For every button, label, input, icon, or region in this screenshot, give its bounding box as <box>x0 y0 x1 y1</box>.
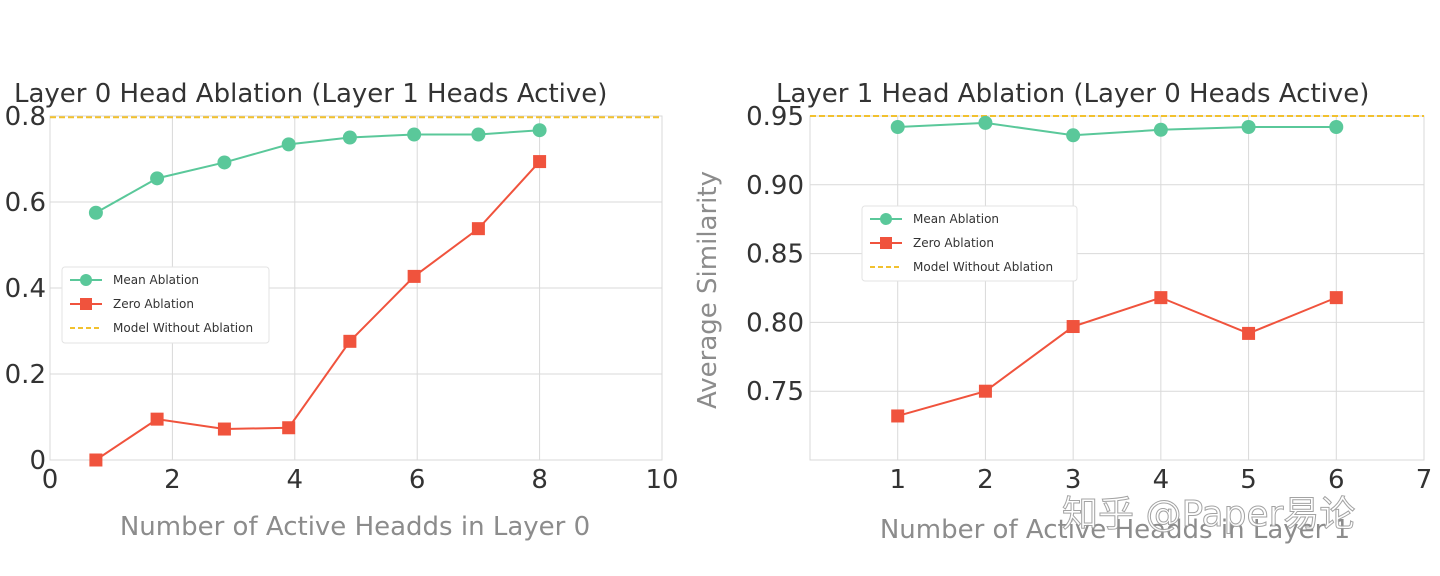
legend-swatch-circle <box>880 213 892 225</box>
mean-ablation-point <box>890 120 905 135</box>
mean-ablation-point <box>532 123 547 138</box>
grid <box>809 115 1425 461</box>
zero-ablation-point <box>282 421 296 435</box>
y-tick-label: 0.4 <box>5 274 46 304</box>
y-tick-label: 0.95 <box>746 102 804 132</box>
mean-ablation-point <box>1066 128 1081 143</box>
chart-layer0-head-ablation: Layer 0 Head Ablation (Layer 1 Heads Act… <box>5 79 679 542</box>
mean-ablation-point <box>1241 120 1256 135</box>
y-tick-label: 0.90 <box>746 171 804 201</box>
mean-ablation-point <box>1329 120 1344 135</box>
x-tick-label: 5 <box>1240 465 1257 495</box>
zero-ablation-point <box>1066 320 1080 334</box>
y-tick-label: 0.85 <box>746 240 804 270</box>
mean-ablation-point <box>88 205 103 220</box>
y-ticks: 0 0.2 0.4 0.6 0.8 <box>5 102 46 476</box>
legend-box <box>61 266 270 344</box>
chart-title: Layer 0 Head Ablation (Layer 1 Heads Act… <box>14 79 607 109</box>
x-tick-label: 7 <box>1416 465 1433 495</box>
watermark: 知乎 @Paper易论 <box>1062 494 1355 535</box>
legend: Mean Ablation Zero Ablation Model Without … <box>861 205 1078 282</box>
zero-ablation-point <box>891 409 905 423</box>
x-tick-label: 2 <box>977 465 994 495</box>
zero-ablation-point <box>978 384 992 398</box>
mean-ablation-point <box>407 127 422 142</box>
zero-ablation-point <box>533 155 547 169</box>
x-tick-label: 6 <box>409 465 426 495</box>
y-tick-label: 0.8 <box>5 102 46 132</box>
x-tick-label: 4 <box>287 465 304 495</box>
y-ticks: 0.75 0.80 0.85 0.90 0.95 <box>746 102 804 407</box>
mean-ablation-line <box>897 121 1337 137</box>
x-ticks: 0 2 4 6 8 10 <box>42 465 679 495</box>
zero-ablation-point <box>150 412 164 426</box>
mean-ablation-point <box>281 137 296 152</box>
grid <box>49 115 663 461</box>
y-tick-label: 0.75 <box>746 377 804 407</box>
zero-ablation-point <box>89 453 103 467</box>
zero-ablation-point <box>407 269 421 283</box>
mean-ablation-point <box>471 127 486 142</box>
zero-ablation-point <box>343 334 357 348</box>
mean-ablation-point <box>342 130 357 145</box>
plot-frame <box>809 115 1425 461</box>
y-tick-label: 0.80 <box>746 308 804 338</box>
mean-ablation-point <box>217 155 232 170</box>
y-tick-label: 0 <box>29 446 46 476</box>
mean-ablation-point <box>150 171 165 186</box>
legend-label: Zero Ablation <box>113 297 194 311</box>
legend-box <box>861 205 1078 282</box>
zero-ablation-point <box>1242 326 1256 340</box>
zero-ablation-line <box>897 296 1337 417</box>
y-tick-label: 0.2 <box>5 360 46 390</box>
series <box>88 123 547 467</box>
x-ticks: 1 2 3 4 5 6 7 <box>889 465 1432 495</box>
zero-ablation-point <box>1154 291 1168 305</box>
x-tick-label: 3 <box>1065 465 1082 495</box>
x-tick-label: 6 <box>1328 465 1345 495</box>
y-axis-label: Average Similarity <box>693 171 723 409</box>
x-tick-label: 4 <box>1153 465 1170 495</box>
zero-ablation-point <box>471 222 485 236</box>
x-axis-label: Number of Active Headds in Layer 1 <box>880 515 1350 545</box>
x-tick-label: 8 <box>531 465 548 495</box>
x-tick-label: 0 <box>42 465 59 495</box>
legend-label: Mean Ablation <box>913 212 999 226</box>
x-tick-label: 10 <box>645 465 678 495</box>
legend-label: Zero Ablation <box>913 236 994 250</box>
x-tick-label: 1 <box>889 465 906 495</box>
chart-layer1-head-ablation: Layer 1 Head Ablation (Layer 0 Heads Act… <box>693 79 1432 545</box>
legend: Mean Ablation Zero Ablation Model Without … <box>61 266 270 344</box>
zero-ablation-point <box>1329 291 1343 305</box>
legend-label: Mean Ablation <box>113 273 199 287</box>
x-tick-label: 2 <box>164 465 181 495</box>
mean-ablation-line <box>95 129 540 214</box>
legend-swatch-square <box>80 298 92 310</box>
legend-swatch-square <box>880 237 892 249</box>
zero-ablation-line <box>95 160 541 461</box>
y-tick-label: 0.6 <box>5 188 46 218</box>
legend-label: Model Without Ablation <box>113 321 253 335</box>
mean-ablation-point <box>1153 122 1168 137</box>
zero-ablation-point <box>217 422 231 436</box>
legend-label: Model Without Ablation <box>913 260 1053 274</box>
mean-ablation-point <box>978 115 993 130</box>
series <box>890 115 1344 423</box>
x-axis-label: Number of Active Headds in Layer 0 <box>120 512 590 542</box>
legend-swatch-circle <box>80 274 92 286</box>
chart-title: Layer 1 Head Ablation (Layer 0 Heads Act… <box>776 79 1369 109</box>
